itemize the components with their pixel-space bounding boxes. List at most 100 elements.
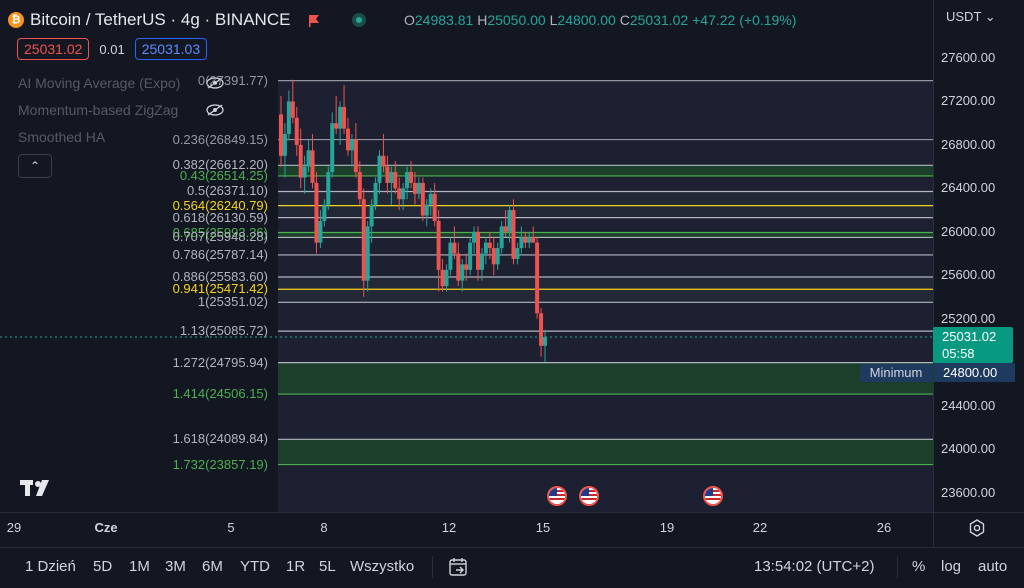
chevron-up-icon: ⌃ bbox=[29, 159, 41, 173]
candle-body bbox=[334, 123, 339, 129]
minimum-price: 24800.00 bbox=[933, 363, 1015, 382]
low-label: L bbox=[549, 12, 558, 28]
low-value: 24800.00 bbox=[557, 12, 616, 28]
fib-level-label: 0.43(26514.25) bbox=[179, 167, 268, 183]
fib-zone bbox=[278, 362, 933, 395]
symbol-header[interactable]: ₿ Bitcoin / TetherUS · 4g · BINANCE bbox=[8, 9, 367, 31]
time-tick-label: 26 bbox=[876, 520, 892, 535]
symbol-title[interactable]: Bitcoin / TetherUS · 4g · BINANCE bbox=[30, 10, 291, 29]
candle-body bbox=[330, 123, 335, 173]
indicator-smoothed-ha[interactable]: Smoothed HA bbox=[18, 129, 106, 145]
market-status-icon[interactable] bbox=[352, 13, 367, 27]
candle-body bbox=[279, 114, 283, 156]
range-all-button[interactable]: Wszystko bbox=[350, 558, 415, 575]
price-tick-label: 27200.00 bbox=[941, 93, 996, 109]
current-price-value: 25031.02 bbox=[942, 329, 997, 344]
candle-body bbox=[409, 172, 414, 183]
range-6m-button[interactable]: 6M bbox=[202, 558, 223, 575]
candle-body bbox=[401, 188, 406, 200]
range-1m-button[interactable]: 1M bbox=[129, 558, 150, 575]
candle-body bbox=[302, 166, 307, 178]
time-tick-label: 22 bbox=[752, 520, 768, 535]
candle-body bbox=[412, 182, 417, 194]
tradingview-logo-icon[interactable] bbox=[20, 478, 56, 498]
price-tick-label: 26400.00 bbox=[941, 180, 996, 196]
range-5d-button[interactable]: 5D bbox=[93, 558, 113, 575]
fib-zone bbox=[278, 289, 933, 303]
gear-icon[interactable] bbox=[968, 519, 986, 537]
candle-body bbox=[326, 172, 331, 205]
fib-level-label: 1.414(24506.15) bbox=[172, 386, 268, 402]
price-tick-label: 25600.00 bbox=[941, 267, 996, 283]
high-label: H bbox=[477, 12, 488, 28]
fib-zone bbox=[278, 232, 933, 238]
collapse-indicators-button[interactable]: ⌃ bbox=[18, 154, 52, 178]
candle-body bbox=[318, 220, 323, 243]
fib-level-label: 0.382(26612.20) bbox=[172, 157, 268, 173]
fib-level-label: 1.618(24089.84) bbox=[172, 431, 268, 447]
range-1y-button[interactable]: 1R bbox=[286, 558, 306, 575]
percent-toggle[interactable]: % bbox=[912, 558, 926, 575]
candle-body bbox=[389, 172, 394, 183]
candle-body bbox=[369, 204, 374, 227]
us-event-flag-icon[interactable] bbox=[579, 486, 599, 506]
toolbar-divider bbox=[897, 556, 898, 578]
fib-zone bbox=[278, 439, 933, 465]
candle-body bbox=[531, 237, 536, 243]
price-tick-label: 24000.00 bbox=[941, 441, 996, 457]
candle-body bbox=[483, 242, 488, 254]
price-tick-label: 25200.00 bbox=[941, 310, 996, 326]
fib-level-label: 0.685(25993.36) bbox=[172, 224, 268, 240]
candle-body bbox=[507, 210, 512, 232]
range-ytd-button[interactable]: YTD bbox=[240, 558, 270, 575]
flag-icon[interactable] bbox=[308, 14, 320, 27]
log-toggle[interactable]: log bbox=[941, 558, 962, 575]
candle-body bbox=[452, 242, 457, 254]
fib-zone bbox=[278, 277, 933, 290]
candle-body bbox=[499, 226, 504, 249]
axis-divider bbox=[0, 512, 1024, 513]
sell-button[interactable]: 25031.02 bbox=[17, 38, 90, 60]
bottom-toolbar bbox=[0, 547, 1024, 588]
close-label: C bbox=[619, 12, 630, 28]
current-price-marker: 25031.02 05:58 bbox=[933, 327, 1013, 363]
clock-timezone[interactable]: 13:54:02 (UTC+2) bbox=[754, 558, 875, 575]
eye-hidden-icon[interactable] bbox=[206, 77, 224, 89]
range-5y-button[interactable]: 5L bbox=[319, 558, 336, 575]
candle-body bbox=[342, 106, 347, 129]
go-to-date-icon[interactable] bbox=[448, 556, 470, 578]
change-value: +47.22 (+0.19%) bbox=[692, 12, 797, 28]
candle-body bbox=[515, 248, 520, 259]
candle-body bbox=[322, 204, 327, 221]
trade-panel: 25031.02 0.01 25031.03 bbox=[17, 38, 208, 60]
price-tick-label: 26000.00 bbox=[941, 223, 996, 239]
candle-body bbox=[436, 220, 441, 270]
range-3m-button[interactable]: 3M bbox=[165, 558, 186, 575]
eye-hidden-icon[interactable] bbox=[206, 104, 224, 116]
indicator-zigzag[interactable]: Momentum-based ZigZag bbox=[18, 102, 179, 118]
candle-body bbox=[472, 231, 477, 243]
toolbar-divider bbox=[432, 556, 433, 578]
candle-body bbox=[353, 139, 358, 173]
fib-level-label: 0.941(25471.42) bbox=[172, 281, 268, 297]
candle-body bbox=[338, 106, 343, 129]
time-tick-label: 12 bbox=[441, 520, 457, 535]
currency-selector[interactable]: USDT ⌄ bbox=[946, 9, 996, 25]
candle-body bbox=[476, 231, 481, 270]
candle-body bbox=[361, 199, 366, 281]
fib-level-label: 0.707(25948.28) bbox=[172, 229, 268, 245]
us-event-flag-icon[interactable] bbox=[703, 486, 723, 506]
auto-toggle[interactable]: auto bbox=[978, 558, 1008, 575]
candle-body bbox=[310, 150, 315, 183]
candle-body bbox=[381, 155, 386, 167]
indicator-ai-moving-average[interactable]: AI Moving Average (Expo) bbox=[18, 75, 181, 91]
fib-level-label: 1.272(24795.94) bbox=[172, 354, 268, 370]
minimum-label: Minimum bbox=[860, 364, 932, 382]
range-1d-button[interactable]: 1 Dzień bbox=[25, 558, 76, 575]
candle-body bbox=[479, 253, 484, 270]
us-event-flag-icon[interactable] bbox=[547, 486, 567, 506]
candle-body bbox=[464, 264, 469, 270]
candle-body bbox=[527, 237, 532, 243]
buy-button[interactable]: 25031.03 bbox=[134, 38, 208, 60]
